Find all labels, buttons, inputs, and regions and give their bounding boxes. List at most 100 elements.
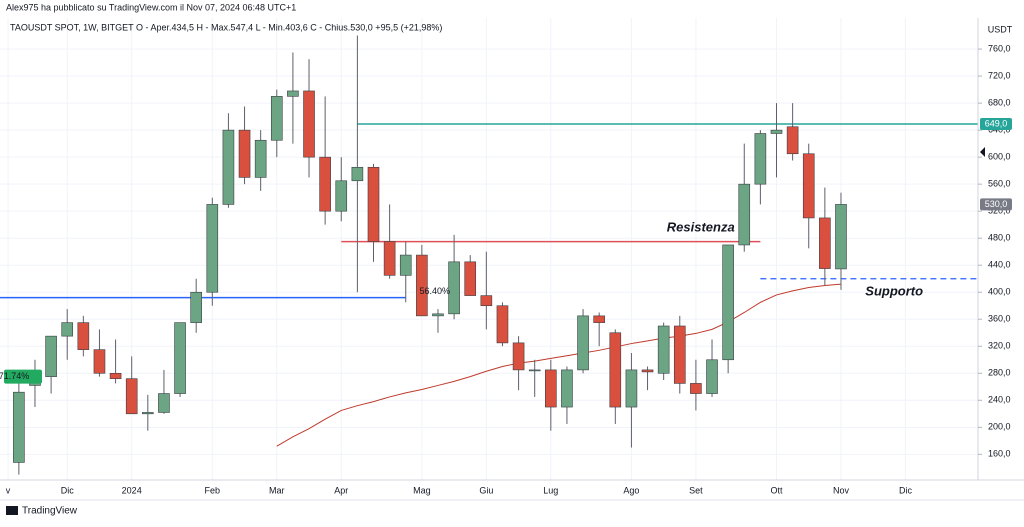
candle-body	[399, 254, 412, 276]
candle-body	[786, 126, 799, 155]
y-tick-label: 400,0	[988, 287, 1011, 297]
candle-body	[770, 129, 783, 134]
percent-badge	[4, 369, 42, 384]
candle-body	[93, 349, 106, 374]
candle-body	[545, 369, 557, 408]
candle-body	[158, 393, 170, 413]
candle-body	[13, 391, 25, 463]
moving-average	[276, 283, 842, 447]
candle-body	[367, 166, 380, 242]
candle-body	[125, 378, 138, 415]
candle-body	[754, 133, 767, 185]
x-tick-label: Mag	[413, 485, 431, 495]
plot: Resistenza Supporto 71.74% 56.40%	[0, 35, 978, 475]
price-label-box	[980, 118, 1012, 131]
candle-body	[657, 325, 670, 374]
candle-body	[270, 96, 283, 141]
y-tick-label: 360,0	[988, 314, 1011, 324]
candle-body	[77, 322, 90, 350]
candle-body	[722, 244, 734, 361]
candle-body	[45, 335, 57, 377]
candle-body	[448, 261, 460, 315]
candle-body	[254, 139, 267, 178]
x-tick-label: Ott	[770, 485, 783, 495]
y-tick-label: 440,0	[988, 260, 1011, 270]
candle-body	[641, 369, 654, 373]
candle-body	[673, 325, 686, 384]
y-tick-label: 240,0	[988, 395, 1011, 405]
brand-logo: TradingView	[6, 506, 78, 517]
price-pointer	[980, 147, 985, 157]
candle-body	[238, 129, 251, 178]
annotation: 56.40%	[419, 286, 450, 296]
grid	[0, 18, 978, 480]
header: Alex975 ha pubblicato su TradingView.com…	[6, 2, 296, 12]
y-tick-label: 280,0	[988, 368, 1011, 378]
x-tick-label: Lug	[543, 485, 558, 495]
candle-body	[690, 383, 702, 394]
y-tick-label: 160,0	[988, 449, 1011, 459]
x-tick-label: 2024	[122, 485, 142, 495]
candle-body	[383, 241, 396, 276]
candle-body	[222, 129, 235, 205]
candle-body	[109, 372, 122, 379]
candle-body	[61, 322, 74, 337]
x-tick-label: Apr	[334, 485, 348, 495]
x-tick-label: Dic	[61, 485, 74, 495]
candle-body	[319, 156, 331, 212]
x-tick-label: Dic	[899, 485, 912, 495]
candle-body	[496, 305, 509, 344]
candle-body	[142, 412, 154, 415]
candle-body	[287, 90, 299, 97]
candle-body	[206, 204, 219, 293]
y-tick-label: 760,0	[988, 43, 1011, 53]
candle-body	[351, 166, 364, 182]
candle-body	[528, 369, 541, 372]
x-tick-label: v	[6, 485, 11, 495]
candle-body	[335, 180, 348, 212]
candle-body	[464, 261, 477, 296]
candle-body	[432, 313, 444, 317]
x-tick-label: Giu	[479, 485, 493, 495]
x-tick-label: Nov	[833, 485, 850, 495]
candle-body	[593, 315, 605, 323]
candle-body	[738, 183, 751, 246]
candle-body	[577, 315, 589, 371]
annotation: Supporto	[865, 284, 923, 299]
y-tick-label: 680,0	[988, 97, 1011, 107]
y-tick-label: 320,0	[988, 341, 1011, 351]
currency: USDT	[988, 24, 1013, 34]
annotation: 71.74%	[0, 371, 29, 381]
annotation: Resistenza	[667, 219, 735, 234]
candle-body	[802, 153, 815, 219]
candle-body	[190, 291, 202, 323]
candle-body	[561, 369, 573, 408]
candle-body	[512, 342, 525, 371]
x-tick-label: Mar	[269, 485, 285, 495]
candle-body	[706, 359, 718, 394]
candle-body	[416, 254, 428, 317]
candle-body	[480, 295, 493, 307]
price-label: 530,0	[985, 199, 1008, 209]
y-tick-label: 560,0	[988, 179, 1011, 189]
x-tick-label: Set	[689, 485, 703, 495]
candle-body	[303, 90, 315, 158]
candle-body	[819, 217, 831, 269]
candle-body	[625, 369, 638, 408]
y-tick-label: 720,0	[988, 70, 1011, 80]
y-tick-label: 200,0	[988, 422, 1011, 432]
y-tick-label: 600,0	[988, 152, 1011, 162]
price-label-box	[980, 198, 1012, 211]
y-tick-label: 520,0	[988, 206, 1011, 216]
price-label: 649,0	[985, 118, 1008, 128]
brand: TradingView	[22, 506, 78, 517]
x-tick-label: Feb	[205, 485, 221, 495]
legend: TAOUSDT SPOT, 1W, BITGET O - Aper.434,5 …	[10, 22, 442, 32]
candle-body	[609, 332, 622, 408]
x-tick-label: Ago	[623, 485, 639, 495]
y-tick-label: 480,0	[988, 233, 1011, 243]
candle-body	[174, 322, 186, 394]
